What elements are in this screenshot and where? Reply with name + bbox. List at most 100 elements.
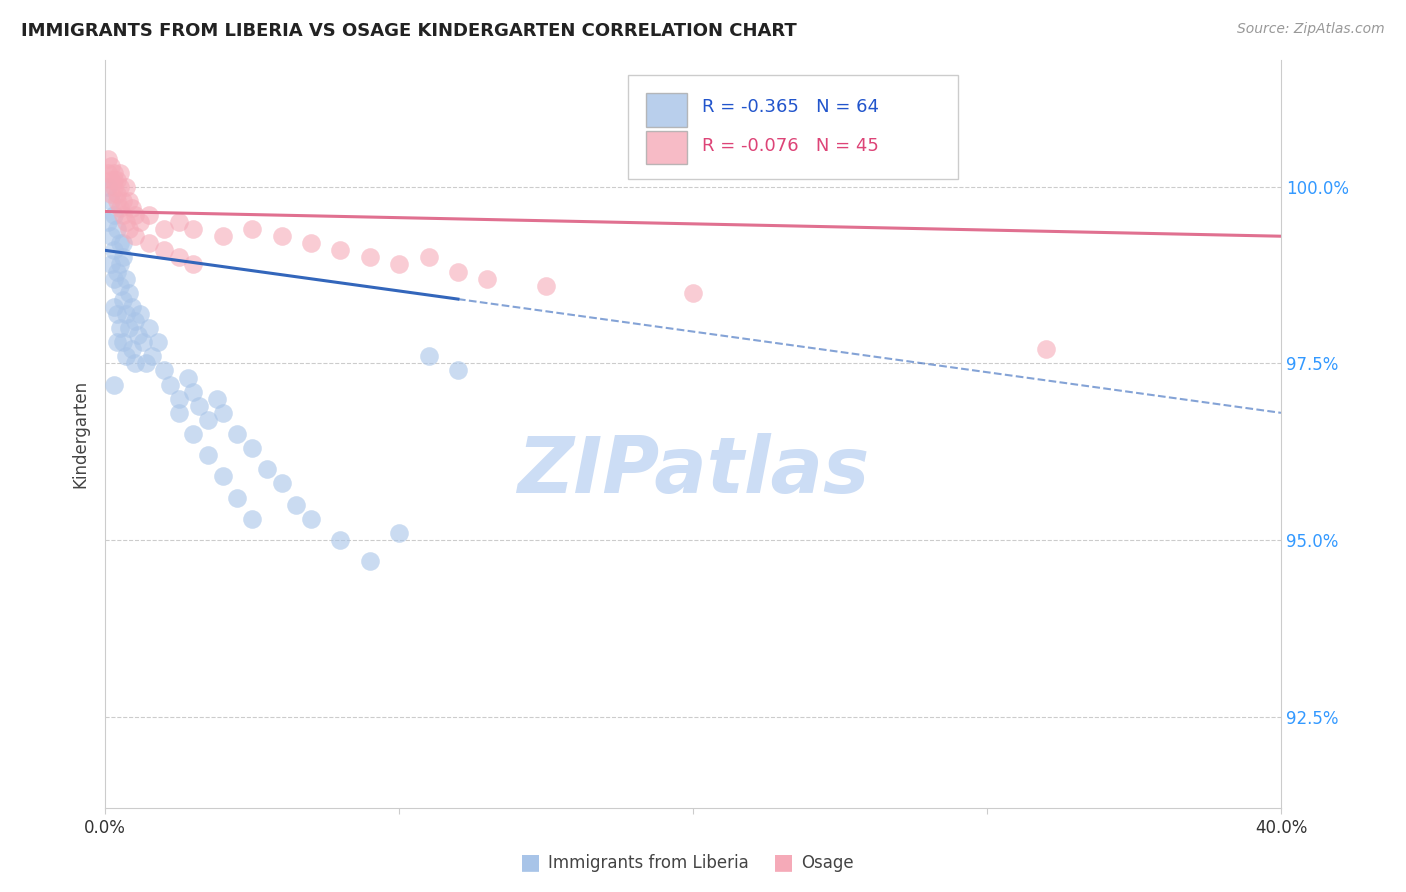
Point xyxy=(100,186,122,201)
Point xyxy=(211,469,233,483)
Point xyxy=(103,377,125,392)
Point xyxy=(188,399,211,413)
Point xyxy=(1035,343,1057,357)
Point xyxy=(118,285,141,300)
Point xyxy=(124,356,146,370)
Text: ZIPatlas: ZIPatlas xyxy=(517,434,869,509)
Point xyxy=(111,208,134,222)
Point xyxy=(153,363,176,377)
Point xyxy=(285,498,308,512)
Point xyxy=(167,215,190,229)
Point xyxy=(124,208,146,222)
Point xyxy=(114,307,136,321)
Point xyxy=(103,166,125,180)
Point xyxy=(100,257,122,271)
Point xyxy=(183,384,205,399)
Point xyxy=(299,512,322,526)
Point xyxy=(167,251,190,265)
Point xyxy=(153,222,176,236)
Point xyxy=(477,271,499,285)
Point xyxy=(240,441,263,455)
Point xyxy=(124,314,146,328)
Point xyxy=(132,335,155,350)
Point xyxy=(105,222,128,236)
Point xyxy=(167,392,190,406)
Point xyxy=(153,244,176,258)
Point xyxy=(100,194,122,208)
Point xyxy=(240,512,263,526)
Point xyxy=(103,300,125,314)
Point xyxy=(114,215,136,229)
Point xyxy=(105,264,128,278)
Point xyxy=(114,179,136,194)
Point xyxy=(105,194,128,208)
Point xyxy=(270,476,292,491)
Point xyxy=(329,244,352,258)
Text: Immigrants from Liberia: Immigrants from Liberia xyxy=(548,855,749,872)
Text: R = -0.076   N = 45: R = -0.076 N = 45 xyxy=(703,136,879,154)
Point xyxy=(118,222,141,236)
Point xyxy=(114,349,136,363)
Point xyxy=(183,257,205,271)
Point xyxy=(118,321,141,335)
Point xyxy=(138,321,160,335)
Point xyxy=(183,222,205,236)
Point xyxy=(111,236,134,251)
Point xyxy=(97,166,120,180)
Text: ■: ■ xyxy=(520,853,541,872)
Point xyxy=(103,179,125,194)
Point xyxy=(97,152,120,166)
Point xyxy=(146,335,169,350)
Point xyxy=(97,179,120,194)
Text: R = -0.365   N = 64: R = -0.365 N = 64 xyxy=(703,98,880,116)
Point xyxy=(108,179,131,194)
Point xyxy=(129,215,152,229)
Point xyxy=(127,328,149,343)
Point xyxy=(108,257,131,271)
Point xyxy=(108,278,131,293)
Point xyxy=(121,201,143,215)
Point xyxy=(270,229,292,244)
Point xyxy=(103,244,125,258)
Point xyxy=(211,406,233,420)
Point xyxy=(111,335,134,350)
Point xyxy=(100,159,122,173)
Point xyxy=(240,222,263,236)
Point xyxy=(105,172,128,186)
Point xyxy=(108,166,131,180)
Point xyxy=(388,257,411,271)
Point xyxy=(121,300,143,314)
Point xyxy=(359,554,381,568)
FancyBboxPatch shape xyxy=(645,94,688,127)
Text: Source: ZipAtlas.com: Source: ZipAtlas.com xyxy=(1237,22,1385,37)
Point xyxy=(176,370,198,384)
Point xyxy=(256,462,278,476)
Y-axis label: Kindergarten: Kindergarten xyxy=(72,380,89,488)
Point xyxy=(103,271,125,285)
Point xyxy=(124,229,146,244)
Point xyxy=(111,194,134,208)
Point xyxy=(197,448,219,462)
Point xyxy=(226,427,249,442)
Point xyxy=(105,307,128,321)
Point xyxy=(129,307,152,321)
Point xyxy=(108,321,131,335)
Point xyxy=(447,363,470,377)
Point xyxy=(108,236,131,251)
Text: ■: ■ xyxy=(773,853,794,872)
Point xyxy=(138,208,160,222)
Point xyxy=(108,201,131,215)
Point xyxy=(205,392,228,406)
Point xyxy=(100,172,122,186)
Point xyxy=(447,264,470,278)
Point xyxy=(103,208,125,222)
Point xyxy=(167,406,190,420)
Point xyxy=(329,533,352,547)
Point xyxy=(114,271,136,285)
Point xyxy=(135,356,157,370)
FancyBboxPatch shape xyxy=(645,131,688,164)
Point xyxy=(682,285,704,300)
Point xyxy=(111,293,134,307)
Point xyxy=(121,343,143,357)
Point xyxy=(97,215,120,229)
